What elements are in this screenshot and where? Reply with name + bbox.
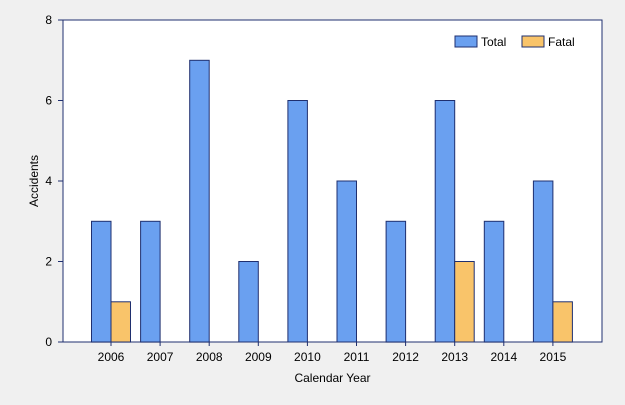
legend-label-total: Total bbox=[481, 35, 506, 49]
y-axis-title: Accidents bbox=[27, 155, 41, 207]
bar-total-2015 bbox=[532, 180, 554, 343]
bar-total-2012 bbox=[385, 220, 407, 343]
y-tick-label: 0 bbox=[45, 335, 52, 349]
x-tick-label: 2010 bbox=[294, 350, 321, 364]
bar-total-2008 bbox=[189, 59, 210, 343]
y-tick-label: 2 bbox=[45, 255, 52, 269]
x-tick-label: 2006 bbox=[98, 350, 125, 364]
x-tick-label: 2007 bbox=[147, 350, 174, 364]
x-tick-label: 2013 bbox=[441, 350, 468, 364]
x-tick-label: 2011 bbox=[344, 350, 370, 364]
y-tick-label: 8 bbox=[45, 13, 52, 27]
bar-fatal-2015 bbox=[552, 301, 573, 343]
x-tick-label: 2015 bbox=[540, 350, 567, 364]
legend-label-fatal: Fatal bbox=[548, 35, 575, 49]
x-tick-label: 2014 bbox=[490, 350, 517, 364]
legend-swatch-total bbox=[454, 35, 478, 48]
bar-total-2007 bbox=[140, 220, 161, 343]
bar-total-2009 bbox=[238, 261, 259, 343]
bars-group bbox=[91, 59, 573, 343]
bar-total-2014 bbox=[483, 220, 505, 343]
bar-fatal-2013 bbox=[454, 261, 475, 343]
x-tick-label: 2008 bbox=[196, 350, 223, 364]
ticks-group: 2006 2007 2008 2009 2010 2011 2012 2013 2014 2015… bbox=[45, 13, 566, 364]
x-tick-label: 2009 bbox=[245, 350, 272, 364]
x-tick-label: 2012 bbox=[392, 350, 419, 364]
bar-total-2006 bbox=[91, 220, 112, 343]
legend: Total Fatal bbox=[454, 35, 575, 49]
x-axis-title: Calendar Year bbox=[294, 371, 370, 385]
y-tick-label: 6 bbox=[45, 94, 52, 108]
bar-fatal-2006 bbox=[110, 301, 131, 343]
bar-total-2013 bbox=[434, 100, 456, 343]
bar-total-2010 bbox=[287, 100, 308, 343]
y-tick-label: 4 bbox=[45, 174, 52, 188]
bar-total-2011 bbox=[336, 180, 357, 343]
legend-swatch-fatal bbox=[521, 35, 545, 48]
